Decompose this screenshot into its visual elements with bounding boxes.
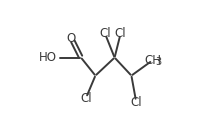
Text: Cl: Cl	[99, 27, 111, 40]
Text: Cl: Cl	[80, 92, 92, 105]
Text: Cl: Cl	[130, 96, 142, 108]
Text: O: O	[67, 32, 76, 45]
Text: Cl: Cl	[115, 27, 126, 40]
Text: CH: CH	[144, 54, 161, 66]
Text: 3: 3	[155, 57, 161, 67]
Text: HO: HO	[39, 51, 57, 64]
